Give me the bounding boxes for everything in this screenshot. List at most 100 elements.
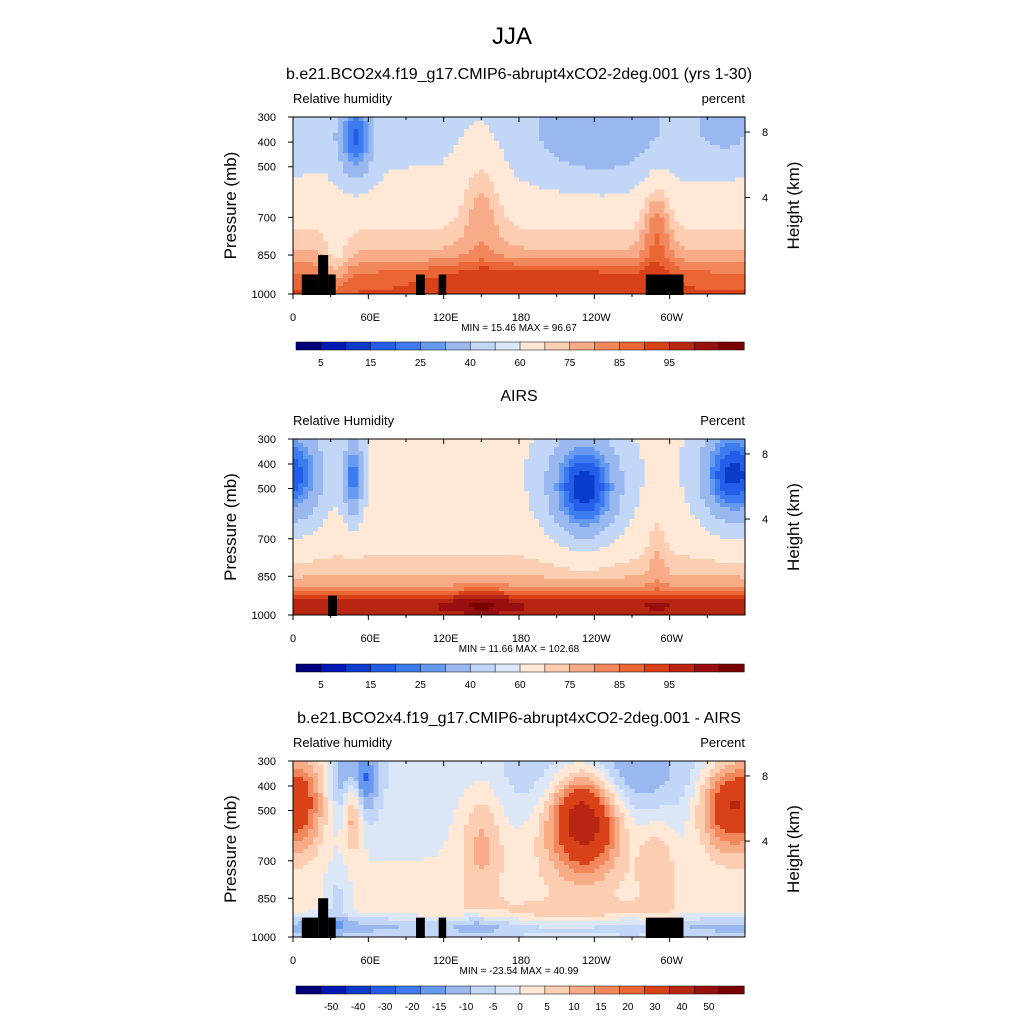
field-cell (574, 225, 580, 231)
field-cell (443, 137, 450, 142)
field-cell (413, 463, 420, 468)
field-cell (488, 479, 495, 484)
field-cell (488, 245, 495, 251)
field-cell (599, 237, 605, 243)
field-cell (318, 455, 324, 460)
field-cell (408, 189, 415, 195)
field-cell (403, 285, 410, 291)
field-cell (313, 471, 319, 476)
field-cell (413, 209, 420, 215)
field-cell (343, 265, 349, 271)
field-cell (709, 261, 716, 267)
field-cell (313, 217, 319, 223)
field-cell (729, 289, 736, 295)
field-cell (619, 459, 626, 464)
field-cell (724, 197, 731, 203)
field-cell (734, 229, 741, 235)
field-cell (629, 157, 636, 162)
field-cell (398, 181, 405, 186)
field-cell (569, 165, 575, 170)
field-cell (443, 245, 450, 251)
field-cell (383, 237, 390, 243)
field-cell (453, 269, 460, 275)
field-cell (453, 439, 460, 444)
field-cell (338, 281, 344, 287)
field-cell (739, 281, 746, 287)
field-cell (358, 161, 364, 166)
field-cell (589, 225, 595, 231)
field-cell (428, 169, 435, 174)
field-cell (724, 117, 731, 122)
field-cell (338, 277, 344, 283)
field-cell (368, 149, 374, 154)
field-cell (589, 443, 595, 448)
field-cell (574, 153, 580, 158)
field-cell (659, 447, 666, 452)
field-cell (594, 245, 600, 251)
field-cell (343, 217, 349, 223)
field-cell (654, 169, 661, 174)
field-cell (684, 237, 691, 243)
field-cell (333, 471, 339, 476)
field-cell (534, 447, 540, 452)
field-cell (529, 447, 535, 452)
field-cell (318, 157, 324, 162)
field-cell (438, 121, 445, 126)
field-cell (654, 149, 661, 154)
field-cell (549, 149, 555, 154)
field-cell (293, 185, 299, 191)
field-cell (629, 221, 636, 227)
field-cell (569, 265, 575, 271)
field-cell (398, 455, 405, 460)
field-cell (473, 455, 480, 460)
field-cell (423, 245, 430, 251)
field-cell (584, 217, 590, 223)
field-cell (498, 233, 505, 239)
field-cell (584, 225, 590, 231)
field-cell (609, 289, 616, 295)
field-cell (293, 209, 299, 215)
field-cell (624, 439, 631, 444)
field-cell (343, 233, 349, 239)
field-cell (684, 153, 691, 158)
field-cell (529, 153, 535, 158)
field-cell (534, 241, 540, 247)
field-cell (438, 117, 445, 122)
field-cell (343, 189, 349, 195)
field-cell (559, 221, 565, 227)
field-cell (333, 447, 339, 452)
field-cell (478, 125, 485, 130)
field-cell (709, 277, 716, 283)
field-cell (644, 189, 651, 195)
field-cell (363, 137, 369, 142)
field-cell (564, 289, 570, 295)
field-cell (478, 281, 485, 287)
panel-title: b.e21.BCO2x4.f19_g17.CMIP6-abrupt4xCO2-2… (286, 66, 752, 83)
field-cell (323, 145, 329, 150)
field-cell (348, 245, 354, 251)
field-cell (524, 439, 530, 444)
field-cell (468, 253, 475, 259)
field-cell (519, 269, 525, 275)
x-tick-label: 120E (433, 312, 459, 324)
field-cell (639, 209, 646, 215)
field-cell (699, 245, 706, 251)
field-cell (408, 269, 415, 275)
field-cell (483, 233, 490, 239)
field-cell (619, 129, 626, 134)
field-cell (448, 149, 455, 154)
field-cell (684, 241, 691, 247)
field-cell (529, 463, 535, 468)
field-cell (634, 221, 641, 227)
field-cell (458, 237, 465, 243)
field-cell (739, 161, 746, 166)
field-cell (328, 177, 334, 182)
field-cell (298, 137, 304, 142)
field-cell (453, 157, 460, 162)
field-cell (508, 479, 515, 484)
field-cell (468, 125, 475, 130)
field-cell (584, 467, 590, 472)
field-cell (488, 459, 495, 464)
field-cell (298, 121, 304, 126)
field-cell (629, 137, 636, 142)
